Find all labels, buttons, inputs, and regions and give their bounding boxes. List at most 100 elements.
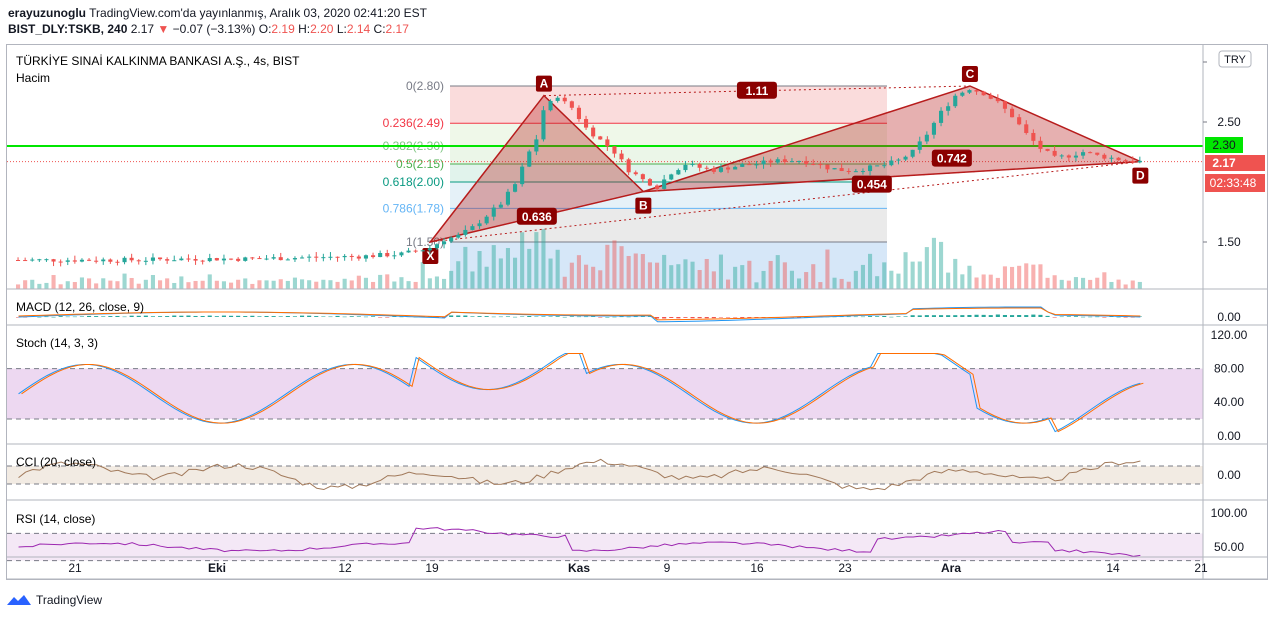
footer-brand[interactable]: TradingView — [36, 593, 103, 607]
macd-histogram-bar — [58, 316, 63, 317]
volume-bar — [889, 270, 894, 289]
volume-bar — [150, 275, 155, 289]
macd-signal-line — [18, 307, 1141, 321]
macd-histogram-bar — [186, 315, 191, 317]
macd-histogram-bar — [342, 316, 347, 318]
volume-bar — [23, 280, 28, 289]
fib-level-label: 0(2.80) — [406, 79, 444, 93]
macd-histogram-bar — [946, 315, 951, 317]
chart-area[interactable]: 0(2.80) 0.236(2.49) 0.382(2.30) 0.5(2.15) 0.… — [6, 44, 1268, 580]
macd-histogram-bar — [463, 315, 468, 317]
macd-histogram-bar — [903, 316, 908, 317]
candle-body — [16, 260, 21, 261]
rsi-tick-label: 50.00 — [1214, 540, 1244, 554]
macd-histogram-bar — [576, 316, 581, 318]
tradingview-logo-icon[interactable] — [6, 593, 32, 607]
macd-histogram-bar — [51, 316, 56, 318]
candle-body — [477, 223, 482, 227]
time-tick-label: 12 — [338, 561, 352, 575]
candle-body — [754, 164, 759, 166]
fib-level-label: 0.618(2.00) — [383, 175, 444, 189]
volume-bar — [804, 272, 809, 289]
volume-bar — [307, 280, 312, 289]
candle-body — [229, 258, 234, 260]
macd-histogram-bar — [655, 317, 660, 319]
macd-histogram-bar — [1088, 316, 1093, 318]
volume-bar — [1081, 277, 1086, 289]
candle-body — [122, 257, 127, 263]
macd-histogram-bar — [569, 316, 574, 317]
pattern-point-label: B — [639, 199, 648, 213]
stoch-band-fill — [7, 368, 1203, 419]
macd-histogram-bar — [200, 315, 205, 317]
macd-histogram-bar — [1052, 317, 1057, 318]
macd-histogram-bar — [747, 317, 752, 318]
macd-histogram-bar — [541, 316, 546, 317]
volume-bar — [16, 284, 21, 289]
macd-histogram-bar — [1073, 316, 1078, 317]
volume-bar — [541, 229, 546, 289]
candle-body — [690, 163, 695, 165]
volume-bar — [363, 277, 368, 289]
macd-histogram-bar — [605, 316, 610, 318]
pattern-triangle — [643, 85, 1141, 193]
macd-histogram-bar — [896, 316, 901, 317]
candle-body — [534, 139, 539, 152]
candle-body — [1038, 140, 1043, 149]
candle-body — [797, 160, 802, 162]
candle-body — [960, 92, 965, 96]
stoch-tick-label: 0.00 — [1217, 429, 1241, 443]
volume-bar — [165, 278, 170, 289]
volume-bar — [527, 248, 532, 289]
candle-body — [939, 110, 944, 123]
volume-bar — [1073, 277, 1078, 289]
chart-canvas[interactable]: 0(2.80)0.236(2.49)0.382(2.30)0.5(2.15)0.… — [7, 45, 1267, 580]
volume-bar — [172, 282, 177, 289]
macd-histogram-bar — [122, 316, 127, 318]
volume-bar — [158, 280, 163, 289]
candle-body — [442, 241, 447, 245]
fib-level-label: 0.236(2.49) — [383, 116, 444, 130]
candle-body — [548, 100, 553, 111]
volume-bar — [30, 279, 35, 289]
pattern-ratio-label: 0.454 — [857, 178, 887, 192]
candle-body — [434, 244, 439, 249]
header-last: 2.17 — [130, 22, 155, 36]
volume-bar — [988, 274, 993, 289]
macd-histogram-bar — [1066, 316, 1071, 317]
candle-body — [804, 160, 809, 164]
currency-badge[interactable] — [1218, 50, 1252, 68]
macd-histogram-bar — [278, 316, 283, 317]
macd-histogram-bar — [981, 314, 986, 317]
candle-body — [51, 259, 56, 262]
candle-body — [278, 257, 283, 261]
candle-body — [399, 252, 404, 256]
candle-body — [1024, 124, 1029, 133]
macd-histogram-bar — [633, 316, 638, 318]
macd-histogram-bar — [924, 315, 929, 317]
candle-body — [172, 260, 177, 262]
header-change: −0.07 (−3.13%) — [172, 22, 256, 36]
macd-histogram-bar — [385, 317, 390, 318]
macd-histogram-bar — [335, 315, 340, 317]
macd-histogram-bar — [193, 315, 198, 317]
candle-body — [647, 179, 652, 186]
candle-body — [165, 259, 170, 261]
macd-histogram-bar — [221, 315, 226, 317]
candle-body — [292, 258, 297, 260]
time-tick-label: 21 — [1194, 561, 1208, 575]
candle-body — [23, 260, 28, 262]
volume-bar — [846, 281, 851, 289]
candle-body — [449, 237, 454, 242]
volume-bar — [101, 278, 106, 289]
countdown-badge — [1205, 174, 1265, 192]
volume-bar — [1002, 266, 1007, 289]
volume-bar — [1066, 280, 1071, 289]
volume-bar — [633, 253, 638, 289]
macd-histogram-bar — [87, 315, 92, 317]
volume-bar — [534, 232, 539, 289]
hline-price-badge — [1205, 137, 1243, 153]
candle-body — [889, 160, 894, 166]
volume-bar — [768, 260, 773, 289]
volume-bar — [775, 255, 780, 289]
